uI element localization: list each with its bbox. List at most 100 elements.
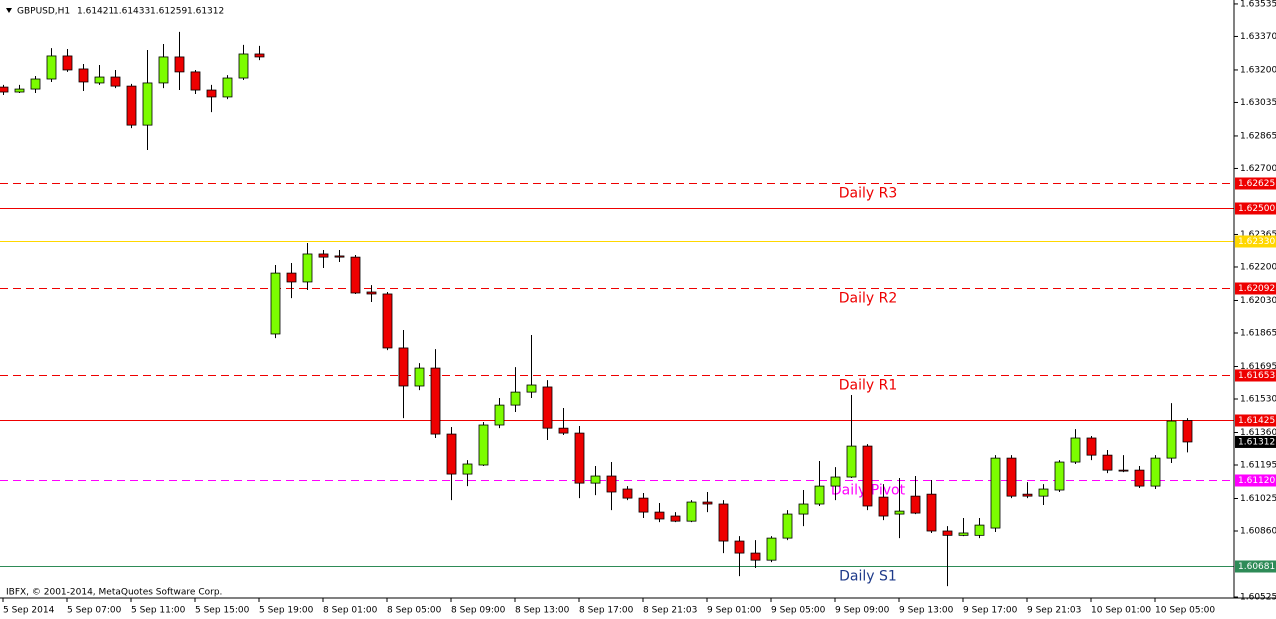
header-high: 1.61433 — [113, 7, 150, 17]
candle-body-down — [382, 293, 393, 349]
level-name: Daily S1 — [839, 569, 897, 585]
candle-body-down — [1182, 420, 1193, 443]
current-price: 1.61312 — [1238, 437, 1275, 447]
candle-body-down — [654, 511, 665, 520]
x-tick-label: 8 Sep 05:00 — [387, 606, 442, 616]
candle-body-down — [398, 347, 409, 387]
x-tick-label: 9 Sep 21:03 — [1027, 606, 1081, 616]
candle-body-down — [558, 427, 569, 434]
candle-body-down — [0, 86, 9, 93]
candle-body-down — [350, 256, 361, 294]
x-tick-label: 10 Sep 01:00 — [1091, 606, 1151, 616]
candle-body-up — [766, 537, 777, 561]
level-label-box — [1235, 560, 1276, 573]
candle-body-up — [478, 424, 489, 466]
y-tick-label: 1.63535 — [1240, 0, 1276, 9]
level-label-box — [1235, 414, 1276, 427]
level-label-box — [1235, 369, 1276, 382]
y-tick-label: 1.63035 — [1240, 98, 1276, 108]
copyright: IBFX, © 2001-2014, MetaQuotes Software C… — [6, 588, 222, 598]
current-price-box — [1235, 435, 1276, 448]
candle-body-up — [590, 475, 601, 484]
candle-body-down — [910, 495, 921, 514]
candle-body-down — [334, 255, 345, 258]
y-tick-label: 1.62700 — [1240, 164, 1276, 174]
x-tick-label: 9 Sep 05:00 — [771, 606, 826, 616]
candle-body-down — [1118, 469, 1129, 472]
y-tick-label: 1.61865 — [1240, 328, 1276, 338]
y-tick-label: 1.61360 — [1240, 428, 1276, 438]
x-tick-label: 9 Sep 17:00 — [963, 606, 1018, 616]
candle-body-down — [718, 503, 729, 542]
level-label: 1.62330 — [1238, 237, 1275, 247]
candle-body-down — [702, 501, 713, 505]
candle-body-up — [846, 445, 857, 478]
level-label-box — [1235, 474, 1276, 487]
candle-body-down — [734, 540, 745, 554]
candle-body-down — [750, 552, 761, 561]
symbol: GBPUSD,H1 — [17, 7, 70, 17]
candle-body-down — [62, 55, 73, 71]
candle-body-up — [510, 391, 521, 406]
x-tick-label: 8 Sep 09:00 — [451, 606, 506, 616]
candle-body-down — [366, 291, 377, 295]
header-low: 1.61259 — [150, 7, 187, 17]
candle-body-down — [670, 515, 681, 522]
candle-body-down — [446, 433, 457, 475]
x-tick-label: 5 Sep 2014 — [3, 606, 55, 616]
x-tick-label: 8 Sep 01:00 — [323, 606, 378, 616]
level-name: Daily R3 — [839, 186, 898, 202]
candle-body-down — [174, 56, 185, 73]
candle-body-down — [318, 253, 329, 258]
candle-body-down — [1134, 469, 1145, 487]
level-name: Daily R1 — [839, 378, 898, 394]
candles — [0, 31, 1193, 587]
level-label-box — [1235, 235, 1276, 248]
candle-body-down — [286, 272, 297, 283]
candle-body-up — [814, 485, 825, 505]
x-tick-label: 5 Sep 19:00 — [259, 606, 314, 616]
candle-body-up — [414, 367, 425, 387]
candle-body-down — [1022, 493, 1033, 497]
menu-icon — [6, 8, 12, 13]
candle-body-up — [782, 513, 793, 539]
x-tick-label: 9 Sep 01:00 — [707, 606, 762, 616]
candle-body-down — [1102, 454, 1113, 471]
level-label-box — [1235, 282, 1276, 295]
candle-body-down — [190, 71, 201, 91]
candle-body-down — [622, 488, 633, 499]
level-label: 1.60681 — [1238, 562, 1275, 572]
level-label: 1.61120 — [1238, 476, 1275, 486]
x-tick-label: 5 Sep 07:00 — [67, 606, 122, 616]
candle-body-down — [862, 445, 873, 507]
candle-body-up — [46, 55, 57, 80]
level-label: 1.62500 — [1238, 204, 1275, 214]
candle-body-up — [142, 82, 153, 126]
header-open: 1.61421 — [77, 7, 114, 17]
level-label-box — [1235, 177, 1276, 190]
y-tick-label: 1.61695 — [1240, 362, 1276, 372]
y-tick-label: 1.62200 — [1240, 262, 1276, 272]
header-close: 1.61312 — [187, 7, 224, 17]
level-label: 1.62625 — [1238, 179, 1275, 189]
candle-body-down — [606, 475, 617, 493]
candle-body-up — [238, 53, 249, 79]
candle-body-up — [798, 503, 809, 515]
candle-body-up — [1038, 488, 1049, 497]
candle-body-up — [1070, 437, 1081, 463]
candle-body-up — [1054, 461, 1065, 491]
x-tick-label: 8 Sep 21:03 — [643, 606, 697, 616]
x-tick-label: 5 Sep 15:00 — [195, 606, 250, 616]
candle-body-up — [990, 457, 1001, 529]
candle-body-up — [462, 463, 473, 475]
candle-body-up — [686, 501, 697, 522]
x-tick-label: 10 Sep 05:00 — [1155, 606, 1215, 616]
candle-body-up — [958, 532, 969, 536]
candle-body-down — [1086, 437, 1097, 456]
candle-body-down — [942, 530, 953, 536]
x-tick-label: 8 Sep 17:00 — [579, 606, 634, 616]
candle-body-up — [158, 56, 169, 84]
candle-body-up — [830, 476, 841, 487]
